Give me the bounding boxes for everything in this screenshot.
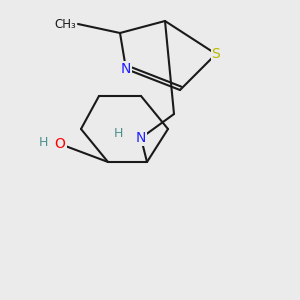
Text: N: N: [121, 62, 131, 76]
Text: H: H: [114, 127, 123, 140]
Text: O: O: [55, 137, 65, 151]
Text: CH₃: CH₃: [55, 17, 76, 31]
Text: H: H: [39, 136, 48, 149]
Text: S: S: [212, 47, 220, 61]
Text: N: N: [136, 131, 146, 145]
